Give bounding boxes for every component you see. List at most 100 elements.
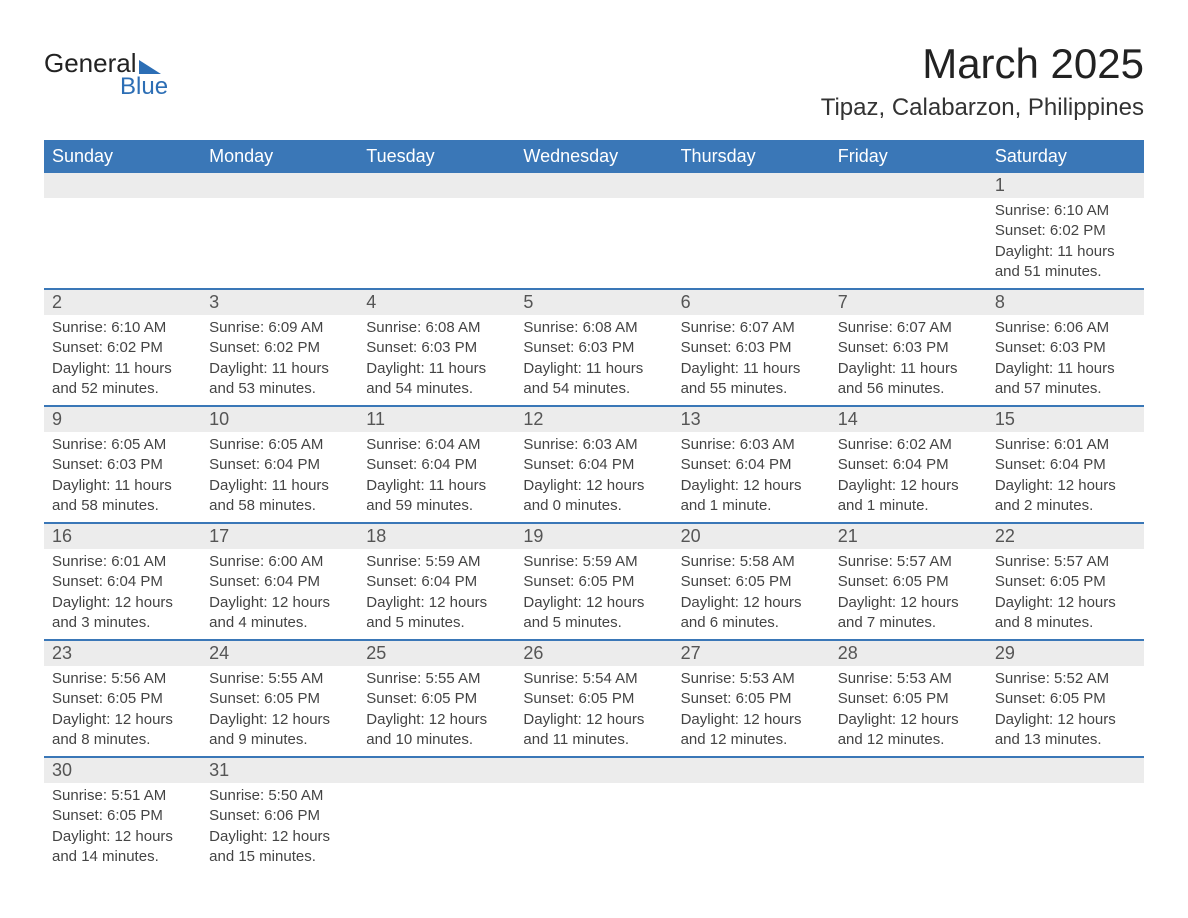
- daylight-text: Daylight: 12 hours and 11 minutes.: [523, 710, 664, 751]
- day-number-cell: [830, 173, 987, 198]
- day-data-cell: Sunrise: 6:01 AMSunset: 6:04 PMDaylight:…: [44, 549, 201, 640]
- sunset-text: Sunset: 6:05 PM: [838, 572, 979, 592]
- day-number-cell: [201, 173, 358, 198]
- daylight-text: Daylight: 11 hours and 57 minutes.: [995, 359, 1136, 400]
- data-row: Sunrise: 5:51 AMSunset: 6:05 PM Daylight:…: [44, 783, 1144, 873]
- day-number-cell: 10: [201, 406, 358, 432]
- day-data-cell: Sunrise: 5:52 AMSunset: 6:05 PMDaylight:…: [987, 666, 1144, 757]
- sunset-text: Sunset: 6:04 PM: [681, 455, 822, 475]
- day-data-cell: Sunrise: 5:54 AMSunset: 6:05 PMDaylight:…: [515, 666, 672, 757]
- day-data-cell: Sunrise: 5:58 AMSunset: 6:05 PMDaylight:…: [673, 549, 830, 640]
- sunrise-text: Sunrise: 5:55 AM: [366, 669, 507, 689]
- day-number-cell: [358, 757, 515, 783]
- daylight-text: Daylight: 12 hours and 9 minutes.: [209, 710, 350, 751]
- day-data-cell: Sunrise: 6:06 AMSunset: 6:03 PMDaylight:…: [987, 315, 1144, 406]
- daylight-text: Daylight: 12 hours and 1 minute.: [681, 476, 822, 517]
- day-data-cell: Sunrise: 6:10 AMSunset: 6:02 PMDaylight:…: [987, 198, 1144, 289]
- day-number-cell: 8: [987, 289, 1144, 315]
- day-number-cell: 24: [201, 640, 358, 666]
- sunset-text: Sunset: 6:05 PM: [995, 689, 1136, 709]
- daylight-text: Daylight: 11 hours and 53 minutes.: [209, 359, 350, 400]
- calendar-body: 1Sunrise: 6:10 AMSunset: 6:02 PMDaylight…: [44, 173, 1144, 873]
- day-number-cell: 5: [515, 289, 672, 315]
- daylight-text: Daylight: 12 hours and 12 minutes.: [681, 710, 822, 751]
- calendar-document: General Blue March 2025 Tipaz, Calabarzo…: [44, 40, 1144, 873]
- day-number-cell: 6: [673, 289, 830, 315]
- daylight-text: Daylight: 11 hours and 54 minutes.: [366, 359, 507, 400]
- day-number-cell: 14: [830, 406, 987, 432]
- sunrise-text: Sunrise: 6:07 AM: [838, 318, 979, 338]
- data-row: Sunrise: 6:10 AMSunset: 6:02 PMDaylight:…: [44, 198, 1144, 289]
- day-data-cell: Sunrise: 6:10 AMSunset: 6:02 PMDaylight:…: [44, 315, 201, 406]
- brand-line2: Blue: [120, 73, 168, 101]
- daylight-text: Daylight: 11 hours and 55 minutes.: [681, 359, 822, 400]
- daylight-text: Daylight: 11 hours and 52 minutes.: [52, 359, 193, 400]
- daylight-text: Daylight: 12 hours and 8 minutes.: [995, 593, 1136, 634]
- sunrise-text: Sunrise: 6:05 AM: [209, 435, 350, 455]
- daynum-row: 16171819202122: [44, 523, 1144, 549]
- day-data-cell: Sunrise: 6:03 AMSunset: 6:04 PMDaylight:…: [673, 432, 830, 523]
- daylight-text: Daylight: 11 hours and 54 minutes.: [523, 359, 664, 400]
- header: General Blue March 2025 Tipaz, Calabarzo…: [44, 40, 1144, 122]
- sunrise-text: Sunrise: 6:01 AM: [995, 435, 1136, 455]
- day-number-cell: 29: [987, 640, 1144, 666]
- day-data-cell: [673, 198, 830, 289]
- day-number-cell: [987, 757, 1144, 783]
- sunset-text: Sunset: 6:05 PM: [995, 572, 1136, 592]
- day-number-cell: 4: [358, 289, 515, 315]
- day-data-cell: Sunrise: 5:57 AMSunset: 6:05 PMDaylight:…: [830, 549, 987, 640]
- daylight-text: Daylight: 11 hours and 58 minutes.: [209, 476, 350, 517]
- day-number-cell: 31: [201, 757, 358, 783]
- day-data-cell: [201, 198, 358, 289]
- sunset-text: Sunset: 6:06 PM: [209, 806, 350, 826]
- sunrise-text: Sunrise: 6:09 AM: [209, 318, 350, 338]
- day-number-cell: [830, 757, 987, 783]
- daylight-text: Daylight: 12 hours and 15 minutes.: [209, 827, 350, 868]
- daynum-row: 9101112131415: [44, 406, 1144, 432]
- sunset-text: Sunset: 6:05 PM: [52, 806, 193, 826]
- day-data-cell: [830, 783, 987, 873]
- sunset-text: Sunset: 6:04 PM: [366, 572, 507, 592]
- day-data-cell: [44, 198, 201, 289]
- day-data-cell: Sunrise: 6:00 AMSunset: 6:04 PMDaylight:…: [201, 549, 358, 640]
- day-number-cell: 2: [44, 289, 201, 315]
- day-number-cell: 3: [201, 289, 358, 315]
- day-data-cell: Sunrise: 5:59 AMSunset: 6:04 PMDaylight:…: [358, 549, 515, 640]
- sunrise-text: Sunrise: 5:50 AM: [209, 786, 350, 806]
- day-number-cell: [44, 173, 201, 198]
- data-row: Sunrise: 6:10 AMSunset: 6:02 PMDaylight:…: [44, 315, 1144, 406]
- day-header: Monday: [201, 140, 358, 173]
- daynum-row: 1: [44, 173, 1144, 198]
- sunrise-text: Sunrise: 6:03 AM: [681, 435, 822, 455]
- day-number-cell: 7: [830, 289, 987, 315]
- day-data-cell: [515, 783, 672, 873]
- sunset-text: Sunset: 6:05 PM: [681, 689, 822, 709]
- sunrise-text: Sunrise: 5:51 AM: [52, 786, 193, 806]
- sunrise-text: Sunrise: 6:00 AM: [209, 552, 350, 572]
- daylight-text: Daylight: 11 hours and 58 minutes.: [52, 476, 193, 517]
- day-data-cell: Sunrise: 6:07 AMSunset: 6:03 PMDaylight:…: [673, 315, 830, 406]
- day-header: Wednesday: [515, 140, 672, 173]
- sunset-text: Sunset: 6:02 PM: [209, 338, 350, 358]
- sunrise-text: Sunrise: 5:59 AM: [366, 552, 507, 572]
- daylight-text: Daylight: 12 hours and 3 minutes.: [52, 593, 193, 634]
- sunset-text: Sunset: 6:04 PM: [52, 572, 193, 592]
- day-number-cell: 11: [358, 406, 515, 432]
- daynum-row: 3031: [44, 757, 1144, 783]
- sunset-text: Sunset: 6:05 PM: [681, 572, 822, 592]
- day-data-cell: Sunrise: 5:57 AMSunset: 6:05 PMDaylight:…: [987, 549, 1144, 640]
- day-number-cell: [673, 757, 830, 783]
- day-number-cell: 22: [987, 523, 1144, 549]
- day-number-cell: [673, 173, 830, 198]
- day-data-cell: Sunrise: 6:09 AMSunset: 6:02 PMDaylight:…: [201, 315, 358, 406]
- day-data-cell: Sunrise: 6:07 AMSunset: 6:03 PMDaylight:…: [830, 315, 987, 406]
- sunset-text: Sunset: 6:04 PM: [366, 455, 507, 475]
- day-number-cell: 21: [830, 523, 987, 549]
- day-header-row: SundayMondayTuesdayWednesdayThursdayFrid…: [44, 140, 1144, 173]
- day-header: Thursday: [673, 140, 830, 173]
- location: Tipaz, Calabarzon, Philippines: [821, 94, 1144, 122]
- day-data-cell: [830, 198, 987, 289]
- sunrise-text: Sunrise: 5:55 AM: [209, 669, 350, 689]
- day-data-cell: Sunrise: 5:55 AMSunset: 6:05 PMDaylight:…: [358, 666, 515, 757]
- daylight-text: Daylight: 11 hours and 59 minutes.: [366, 476, 507, 517]
